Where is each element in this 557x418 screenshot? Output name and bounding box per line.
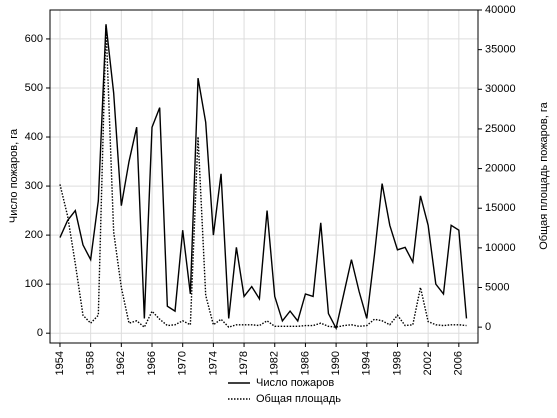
series-line (59, 24, 468, 331)
x-tick-label: 1990 (330, 351, 342, 375)
x-tick-label: 2006 (453, 351, 465, 375)
y-tick-label: 200 (25, 229, 43, 241)
y-tick-label: 0 (37, 327, 43, 339)
legend-label: Число пожаров (256, 377, 334, 389)
x-tick-label: 1982 (269, 351, 281, 375)
legend-label: Общая площадь (256, 393, 341, 405)
y2-tick-label: 0 (485, 321, 491, 333)
y2-tick-label: 30000 (485, 83, 516, 95)
x-tick-label: 2002 (422, 351, 434, 375)
x-tick-label: 1994 (361, 351, 373, 375)
y2-tick-label: 40000 (485, 4, 516, 16)
x-tick-label: 1954 (54, 351, 66, 375)
x-tick-label: 1962 (115, 351, 127, 375)
y2-tick-label: 15000 (485, 202, 516, 214)
y-tick-label: 600 (25, 33, 43, 45)
x-tick-label: 1958 (85, 351, 97, 375)
y-tick-label: 300 (25, 180, 43, 192)
y2-tick-label: 10000 (485, 242, 516, 254)
x-tick-label: 1998 (391, 351, 403, 375)
y2-axis-label: Общая площадь пожаров, га (538, 101, 550, 249)
series-line (59, 25, 467, 329)
x-tick-label: 1978 (238, 351, 250, 375)
y-tick-label: 100 (25, 278, 43, 290)
x-tick-label: 1970 (177, 351, 189, 375)
y2-tick-label: 20000 (485, 162, 516, 174)
y2-tick-label: 25000 (485, 123, 516, 135)
y2-tick-label: 35000 (485, 44, 516, 56)
y-tick-label: 500 (25, 82, 43, 94)
plot-frame (49, 9, 479, 344)
x-tick-label: 1986 (299, 351, 311, 375)
y-axis-label: Число пожаров, га (8, 128, 20, 223)
x-tick-label: 1974 (207, 351, 219, 375)
y2-tick-label: 5000 (485, 281, 509, 293)
y-tick-label: 400 (25, 131, 43, 143)
x-tick-label: 1966 (146, 351, 158, 375)
